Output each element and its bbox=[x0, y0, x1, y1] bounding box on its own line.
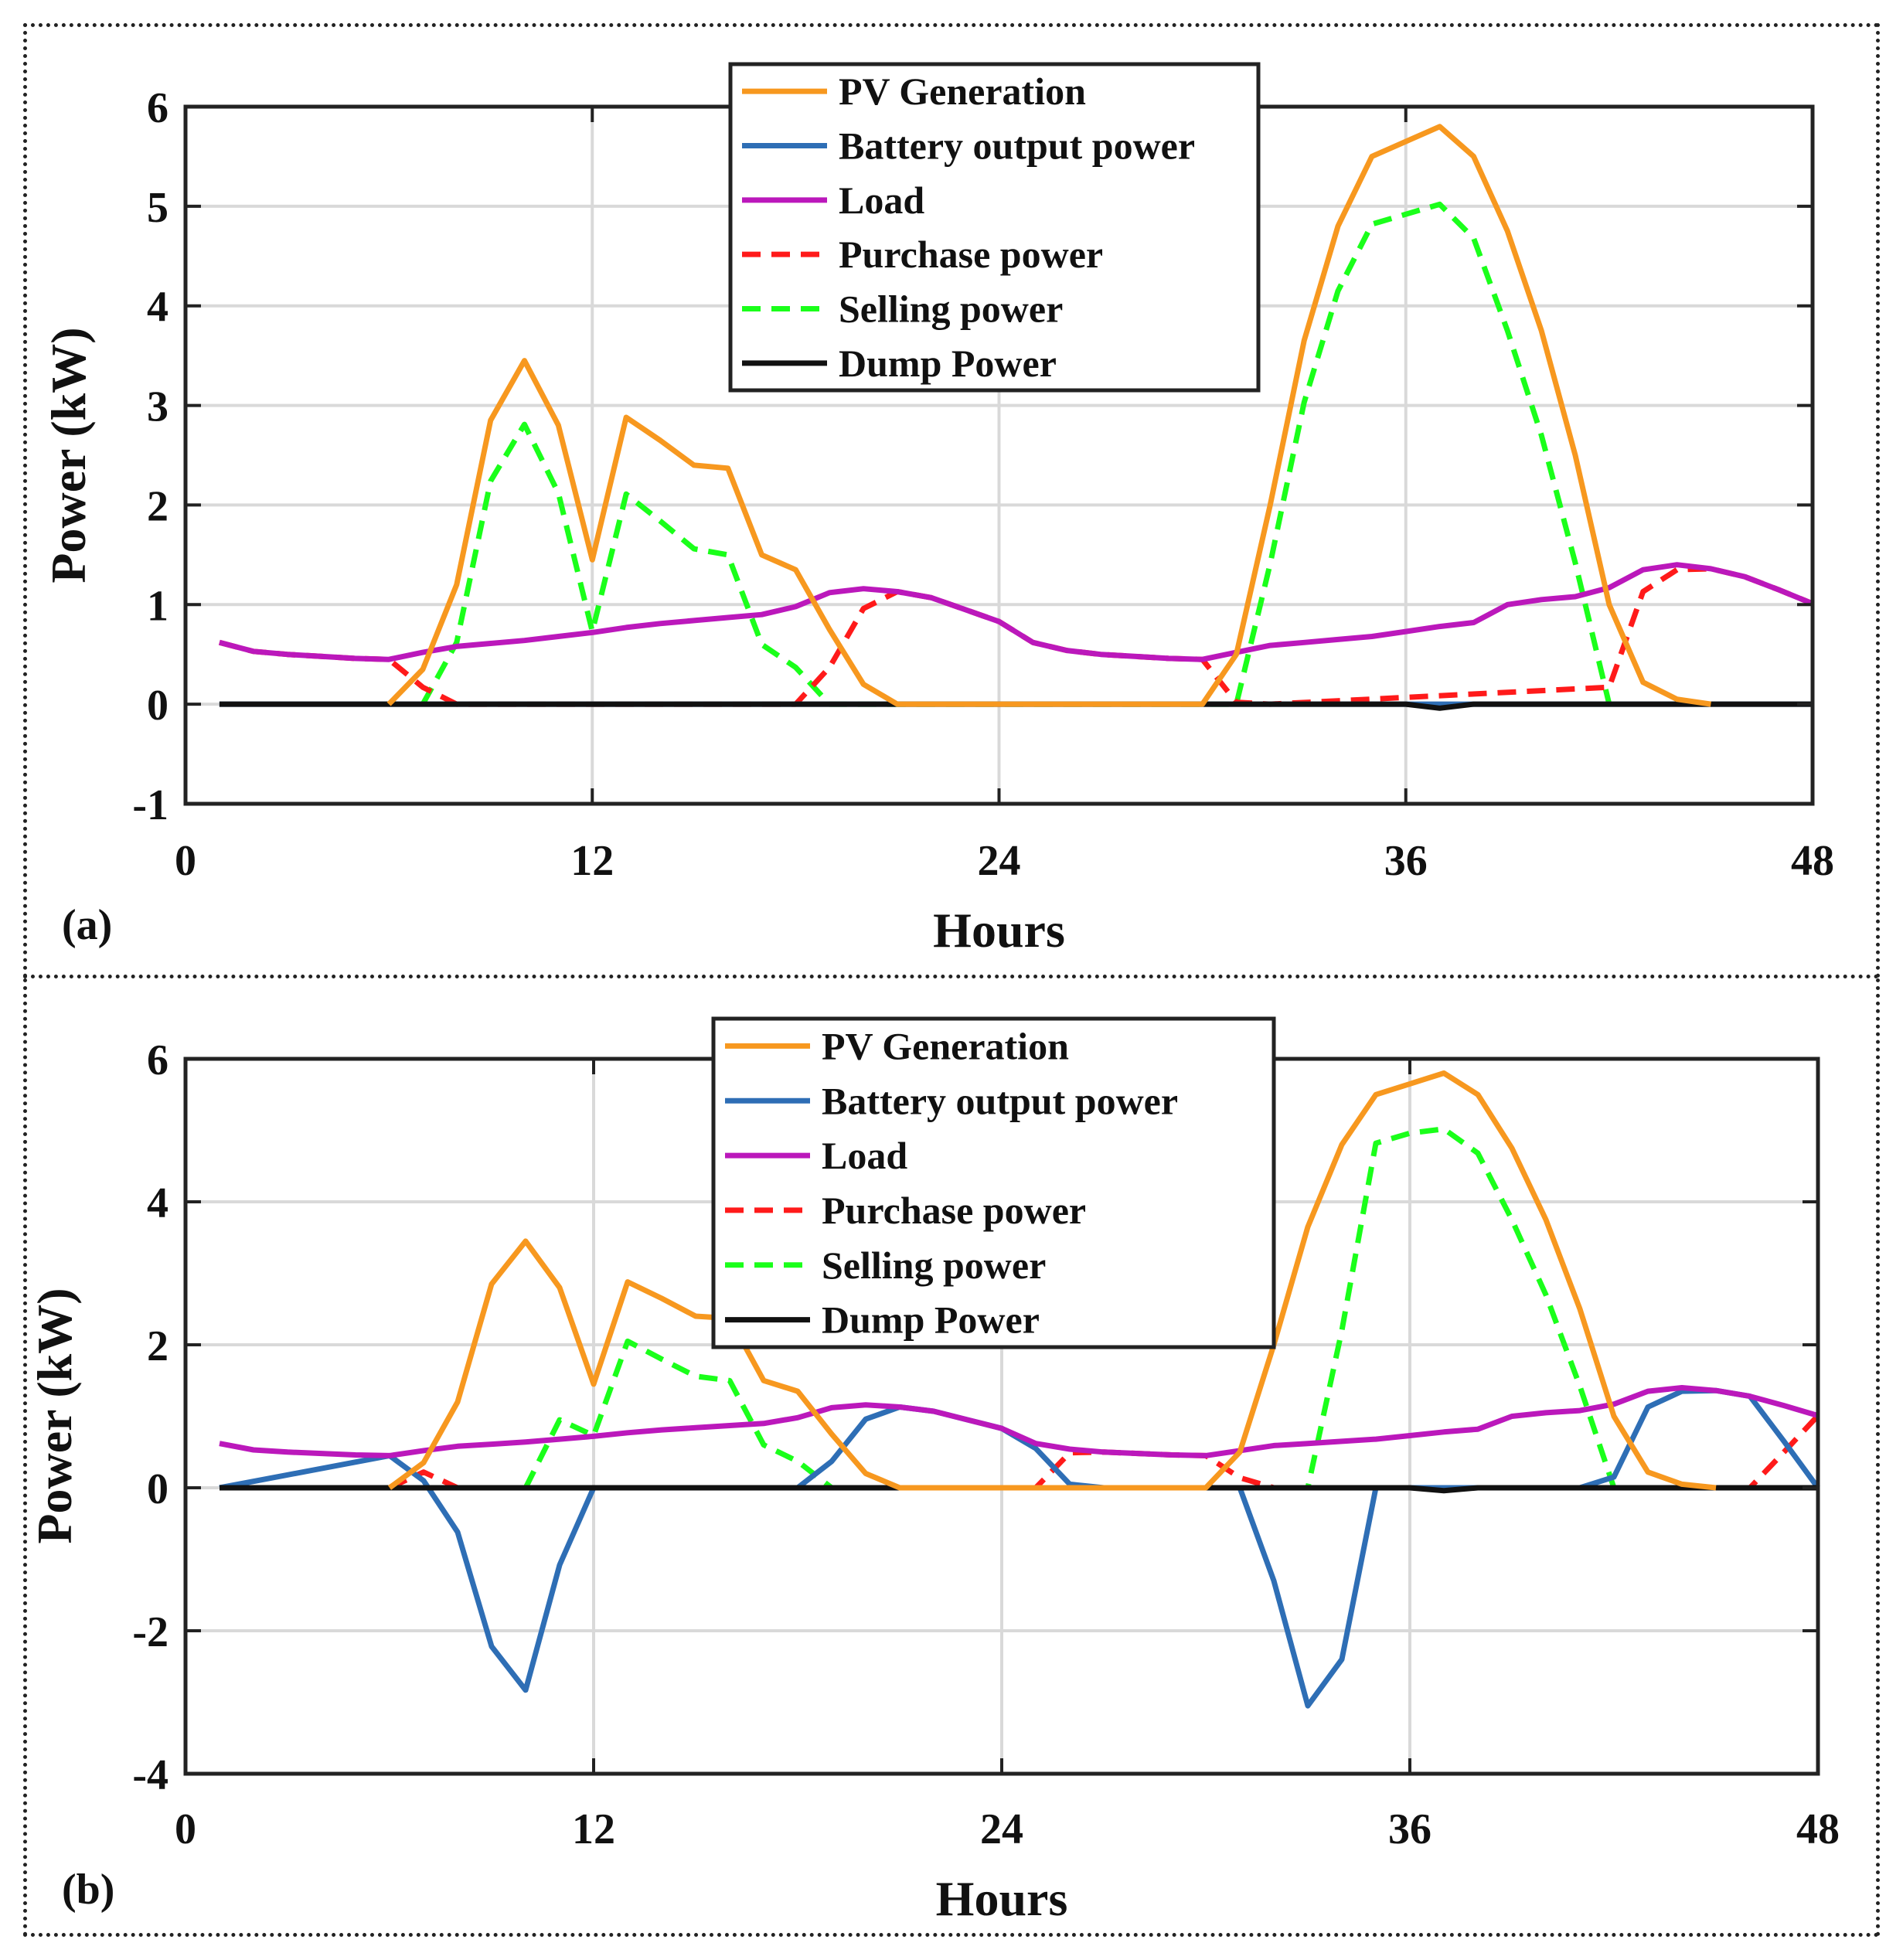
y-tick-label: -1 bbox=[132, 781, 169, 829]
legend-label: Purchase power bbox=[822, 1189, 1086, 1232]
legend-label: Load bbox=[822, 1134, 907, 1177]
x-tick-label: 0 bbox=[175, 837, 196, 885]
panel-label: (b) bbox=[62, 1866, 114, 1914]
legend-label: Selling power bbox=[822, 1244, 1046, 1287]
series-line-load bbox=[219, 562, 1814, 662]
legend-label: Purchase power bbox=[839, 233, 1103, 276]
legend: PV Generation Battery output power Load Pur… bbox=[728, 62, 1261, 393]
legend: PV Generation Battery output power Load Pur… bbox=[711, 1016, 1276, 1349]
panel-a-frame bbox=[23, 23, 1880, 978]
x-tick-label: 0 bbox=[175, 1805, 196, 1853]
legend-label: PV Generation bbox=[822, 1024, 1069, 1067]
y-tick-label: 2 bbox=[147, 482, 169, 530]
x-tick-label: 48 bbox=[1796, 1805, 1840, 1853]
y-axis-title: Power (kW) bbox=[27, 1288, 82, 1543]
x-tick-label: 24 bbox=[978, 837, 1021, 885]
y-tick-label: 4 bbox=[147, 1179, 169, 1227]
series-line-battery-output-power bbox=[219, 1387, 1820, 1709]
y-tick-label: 6 bbox=[147, 1036, 169, 1084]
legend-label: Dump Power bbox=[822, 1298, 1040, 1342]
x-tick-label: 24 bbox=[980, 1805, 1023, 1853]
legend-label: Load bbox=[839, 179, 924, 222]
legend-label: Battery output power bbox=[839, 124, 1195, 168]
x-axis-title: Hours bbox=[936, 1871, 1068, 1926]
y-tick-label: 0 bbox=[147, 1465, 169, 1513]
y-tick-label: 5 bbox=[147, 184, 169, 232]
series-line-load bbox=[219, 1385, 1819, 1458]
panel-b-frame bbox=[23, 978, 1880, 1937]
panel-label: (a) bbox=[62, 901, 112, 949]
y-tick-label: 0 bbox=[147, 682, 169, 730]
x-tick-label: 48 bbox=[1791, 837, 1834, 885]
x-tick-label: 12 bbox=[570, 837, 614, 885]
legend-box bbox=[728, 62, 1261, 393]
y-tick-label: 4 bbox=[147, 284, 169, 332]
series-line-pv-generation bbox=[386, 124, 1711, 707]
legend-label: PV Generation bbox=[839, 70, 1086, 113]
x-tick-label: 36 bbox=[1384, 837, 1428, 885]
y-tick-label: 3 bbox=[147, 383, 169, 431]
x-tick-label: 12 bbox=[572, 1805, 615, 1853]
legend-box bbox=[711, 1016, 1276, 1349]
legend-label: Dump Power bbox=[839, 342, 1057, 385]
x-axis-title: Hours bbox=[933, 903, 1065, 958]
y-axis-title: Power (kW) bbox=[41, 327, 96, 583]
y-tick-label: -2 bbox=[132, 1608, 169, 1656]
y-tick-label: 2 bbox=[147, 1322, 169, 1370]
y-tick-label: -4 bbox=[132, 1751, 169, 1799]
y-tick-label: 1 bbox=[147, 582, 169, 630]
series-line-pv-generation bbox=[387, 1070, 1717, 1491]
y-tick-label: 6 bbox=[147, 84, 169, 132]
legend-label: Battery output power bbox=[822, 1079, 1178, 1122]
x-tick-label: 36 bbox=[1388, 1805, 1432, 1853]
legend-label: Selling power bbox=[839, 288, 1063, 331]
